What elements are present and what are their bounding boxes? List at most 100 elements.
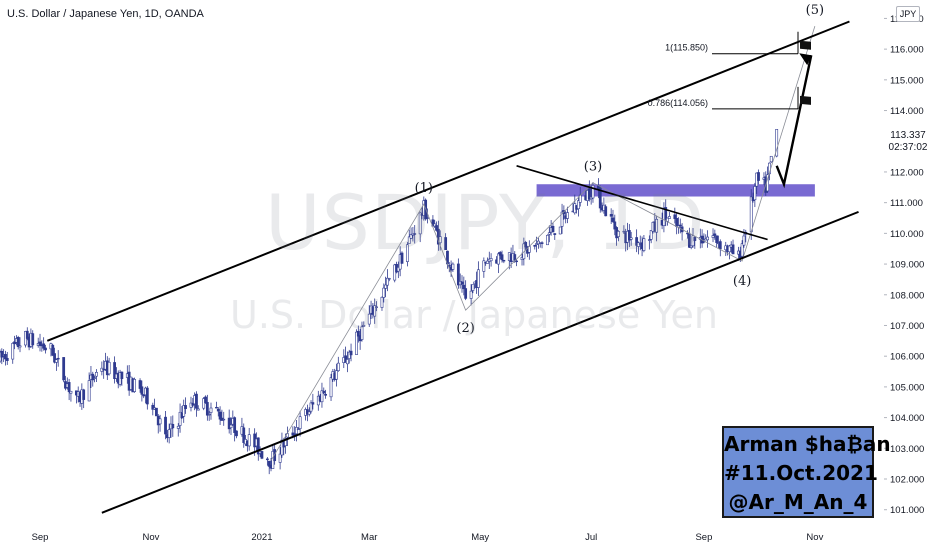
- currency-badge[interactable]: JPY: [896, 6, 920, 22]
- signature-name: Arman $ha₿an: [724, 432, 891, 456]
- candle-body: [558, 226, 562, 235]
- candle-body: [256, 437, 260, 455]
- x-tick-label: Mar: [361, 532, 377, 543]
- candle-body: [309, 402, 313, 412]
- candle-body: [233, 417, 237, 433]
- candle-body: [769, 155, 773, 163]
- candle-body: [284, 437, 287, 447]
- candle-body: [155, 407, 158, 417]
- candle-body: [533, 244, 537, 247]
- x-tick-label: Nov: [143, 532, 160, 543]
- candle-body: [229, 424, 233, 428]
- candle-body: [664, 207, 668, 220]
- candle-body: [195, 393, 198, 409]
- candle-body: [444, 237, 448, 250]
- candle-body: [107, 361, 111, 375]
- candle-body: [322, 390, 326, 394]
- candle-body: [320, 390, 324, 403]
- candle-body: [82, 389, 86, 400]
- candle-body: [164, 416, 167, 435]
- wave-label: (1): [415, 181, 433, 196]
- candle-body: [295, 427, 298, 435]
- candle-body: [91, 373, 95, 381]
- candle-body: [753, 186, 757, 201]
- candle-body: [367, 313, 371, 325]
- candle-body: [151, 404, 155, 410]
- candle-body: [335, 370, 338, 380]
- candle-body: [706, 236, 709, 241]
- candle-body: [62, 357, 66, 381]
- candle-body: [540, 242, 544, 244]
- candle-body: [566, 212, 569, 219]
- candle-body: [386, 277, 389, 286]
- candle-body: [133, 379, 137, 392]
- candle-body: [629, 237, 633, 240]
- candle-body: [456, 263, 460, 286]
- x-tick-label: Sep: [32, 532, 49, 543]
- candle-body: [673, 214, 677, 219]
- candle-body: [667, 216, 671, 219]
- signature-handle: @Ar_M_An_4: [728, 490, 868, 514]
- candle-body: [95, 372, 98, 377]
- candle-body: [347, 351, 351, 359]
- candle-body: [0, 351, 4, 358]
- x-tick-label: 2021: [251, 532, 272, 543]
- candle-body: [438, 236, 442, 244]
- candle-body: [611, 217, 615, 222]
- candle-body: [138, 380, 142, 389]
- candle-body: [267, 460, 271, 467]
- candle-body: [553, 233, 557, 235]
- y-tick-label: 107.000: [890, 321, 924, 332]
- candle-body: [406, 244, 409, 262]
- x-tick-label: Jul: [585, 532, 597, 543]
- last-price-tag: 113.337 02:37:02: [884, 130, 932, 154]
- candle-body: [56, 357, 60, 360]
- y-tick-label: 105.000: [890, 382, 924, 393]
- candle-body: [171, 423, 175, 429]
- candle-body: [93, 377, 96, 379]
- candle-body: [207, 413, 211, 416]
- candle-body: [53, 353, 56, 363]
- candle-body: [360, 326, 364, 340]
- candle-body: [418, 212, 422, 235]
- candle-body: [749, 196, 753, 233]
- candle-body: [711, 235, 715, 238]
- candle-body: [102, 368, 106, 371]
- candle-body: [742, 235, 746, 246]
- candle-body: [500, 254, 504, 261]
- wave-label: (2): [456, 321, 474, 336]
- candle-body: [409, 234, 413, 239]
- candle-body: [346, 359, 349, 365]
- candle-body: [384, 284, 388, 289]
- wave-label: (4): [733, 274, 751, 289]
- candle-body: [407, 236, 411, 244]
- last-price-value: 113.337: [890, 130, 926, 141]
- candle-body: [265, 458, 269, 461]
- candle-body: [51, 344, 55, 356]
- candle-body: [649, 230, 653, 240]
- candle-body: [731, 244, 735, 255]
- y-tick-label: 104.000: [890, 413, 924, 424]
- description-watermark: U.S. Dollar / Japanese Yen: [230, 293, 718, 337]
- candle-body: [120, 371, 124, 379]
- fib-level-label: 1(115.850): [665, 43, 708, 53]
- candle-body: [13, 341, 16, 345]
- candle-body: [469, 290, 473, 299]
- candle-body: [713, 233, 717, 236]
- fib-level-label: 0.786(114.056): [648, 98, 708, 108]
- candle-body: [67, 382, 71, 393]
- candle-body: [362, 325, 366, 327]
- y-tick-label: 114.000: [890, 106, 924, 117]
- candle-body: [44, 347, 47, 351]
- candle-body: [140, 386, 144, 395]
- candle-body: [329, 377, 333, 398]
- candle-body: [25, 330, 29, 339]
- candle-body: [400, 252, 404, 264]
- candle-body: [145, 387, 149, 405]
- candle-body: [54, 359, 58, 363]
- candle-body: [577, 200, 580, 210]
- candle-body: [622, 230, 626, 233]
- candle-body: [16, 337, 20, 348]
